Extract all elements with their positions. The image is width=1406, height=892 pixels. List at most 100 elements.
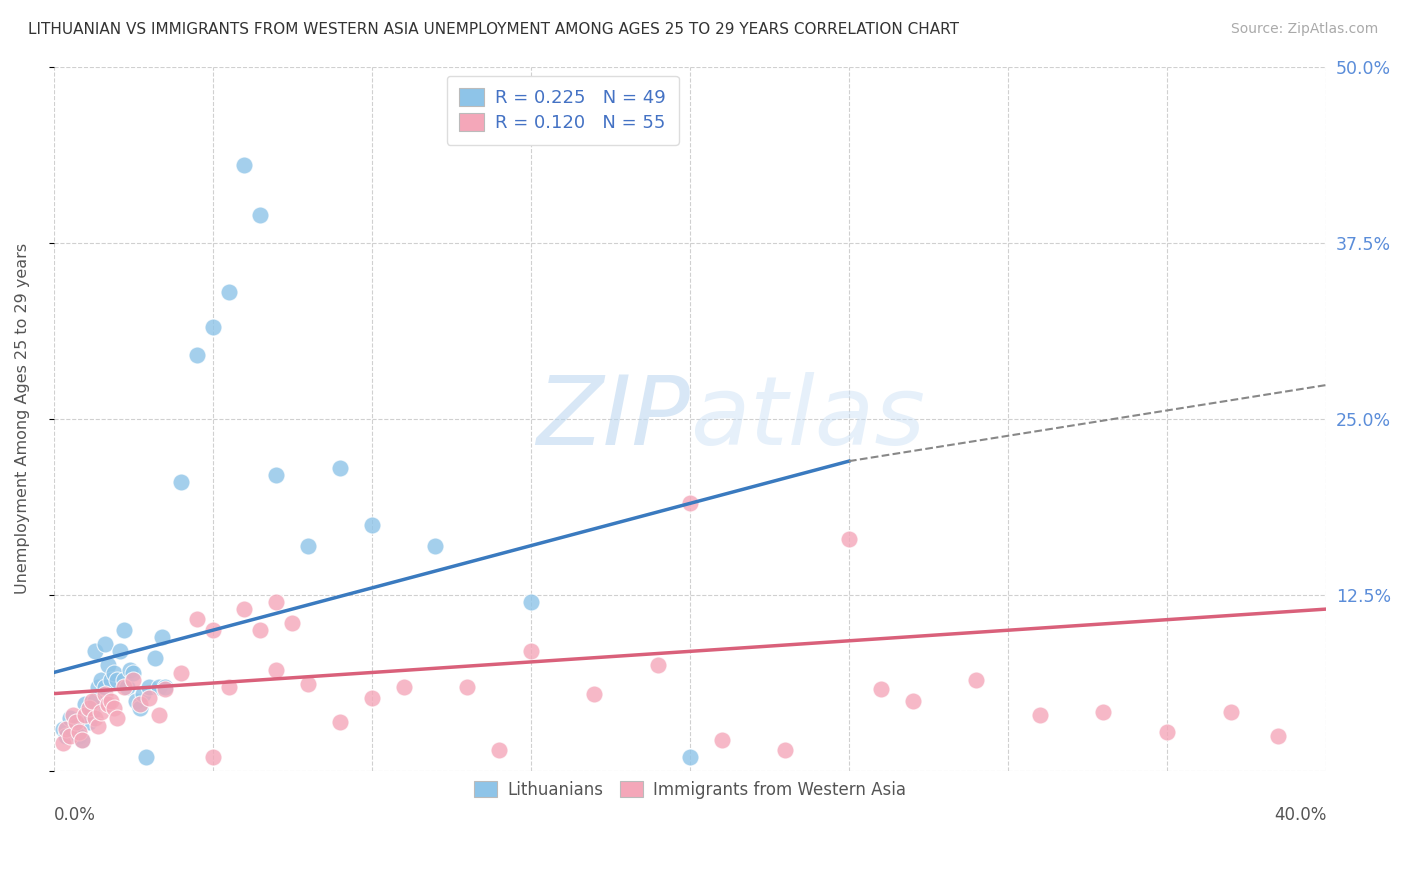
Point xyxy=(75,707,97,722)
Point xyxy=(65,714,87,729)
Point xyxy=(281,616,304,631)
Point xyxy=(55,729,77,743)
Point xyxy=(118,663,141,677)
Point xyxy=(97,658,120,673)
Point xyxy=(1029,707,1052,722)
Point xyxy=(148,707,170,722)
Point xyxy=(112,624,135,638)
Point xyxy=(647,658,669,673)
Text: 40.0%: 40.0% xyxy=(1274,806,1326,824)
Point xyxy=(838,532,860,546)
Point xyxy=(679,496,702,510)
Point xyxy=(75,707,97,722)
Point xyxy=(233,602,256,616)
Point xyxy=(218,680,240,694)
Point xyxy=(125,694,148,708)
Point xyxy=(80,705,103,719)
Point xyxy=(360,690,382,705)
Point xyxy=(100,673,122,687)
Point xyxy=(520,644,543,658)
Point xyxy=(145,651,167,665)
Point xyxy=(233,158,256,172)
Point xyxy=(201,750,224,764)
Point xyxy=(122,673,145,687)
Point xyxy=(70,733,93,747)
Point xyxy=(138,690,160,705)
Point xyxy=(97,697,120,711)
Text: LITHUANIAN VS IMMIGRANTS FROM WESTERN ASIA UNEMPLOYMENT AMONG AGES 25 TO 29 YEAR: LITHUANIAN VS IMMIGRANTS FROM WESTERN AS… xyxy=(28,22,959,37)
Point xyxy=(110,644,132,658)
Point xyxy=(77,714,100,729)
Point xyxy=(135,750,157,764)
Point xyxy=(58,710,80,724)
Point xyxy=(392,680,415,694)
Point xyxy=(128,697,150,711)
Text: 0.0%: 0.0% xyxy=(53,806,96,824)
Point xyxy=(1267,729,1289,743)
Point xyxy=(153,680,176,694)
Point xyxy=(869,682,891,697)
Point xyxy=(679,750,702,764)
Point xyxy=(84,694,107,708)
Point xyxy=(115,680,138,694)
Point xyxy=(77,700,100,714)
Point xyxy=(128,700,150,714)
Point xyxy=(520,595,543,609)
Point xyxy=(93,637,115,651)
Point xyxy=(93,687,115,701)
Point xyxy=(87,719,110,733)
Point xyxy=(105,710,128,724)
Point xyxy=(1219,705,1241,719)
Point xyxy=(297,677,319,691)
Point xyxy=(249,624,271,638)
Point xyxy=(425,539,447,553)
Point xyxy=(62,724,84,739)
Point xyxy=(103,700,125,714)
Point xyxy=(52,722,75,736)
Point xyxy=(103,665,125,680)
Point xyxy=(266,595,288,609)
Point xyxy=(170,665,193,680)
Point xyxy=(52,736,75,750)
Point xyxy=(965,673,987,687)
Point xyxy=(201,624,224,638)
Point xyxy=(131,687,153,701)
Point xyxy=(1092,705,1115,719)
Point xyxy=(84,710,107,724)
Point xyxy=(105,673,128,687)
Point xyxy=(58,729,80,743)
Point xyxy=(266,468,288,483)
Point xyxy=(87,680,110,694)
Point xyxy=(84,644,107,658)
Point xyxy=(456,680,478,694)
Point xyxy=(360,517,382,532)
Point xyxy=(100,694,122,708)
Point xyxy=(186,348,208,362)
Point xyxy=(150,630,173,644)
Point xyxy=(70,733,93,747)
Text: Source: ZipAtlas.com: Source: ZipAtlas.com xyxy=(1230,22,1378,37)
Point xyxy=(67,724,90,739)
Point xyxy=(329,461,352,475)
Point xyxy=(218,285,240,299)
Point xyxy=(201,320,224,334)
Text: ZIP: ZIP xyxy=(536,372,690,466)
Point xyxy=(775,743,797,757)
Point xyxy=(583,687,606,701)
Text: atlas: atlas xyxy=(690,372,925,466)
Point xyxy=(93,680,115,694)
Point xyxy=(186,612,208,626)
Point xyxy=(55,722,77,736)
Point xyxy=(710,733,733,747)
Point xyxy=(112,680,135,694)
Point xyxy=(90,705,112,719)
Point xyxy=(75,697,97,711)
Point xyxy=(901,694,924,708)
Point xyxy=(297,539,319,553)
Point xyxy=(170,475,193,490)
Legend: Lithuanians, Immigrants from Western Asia: Lithuanians, Immigrants from Western Asi… xyxy=(464,771,917,809)
Point xyxy=(112,673,135,687)
Point xyxy=(329,714,352,729)
Point xyxy=(80,694,103,708)
Point xyxy=(67,729,90,743)
